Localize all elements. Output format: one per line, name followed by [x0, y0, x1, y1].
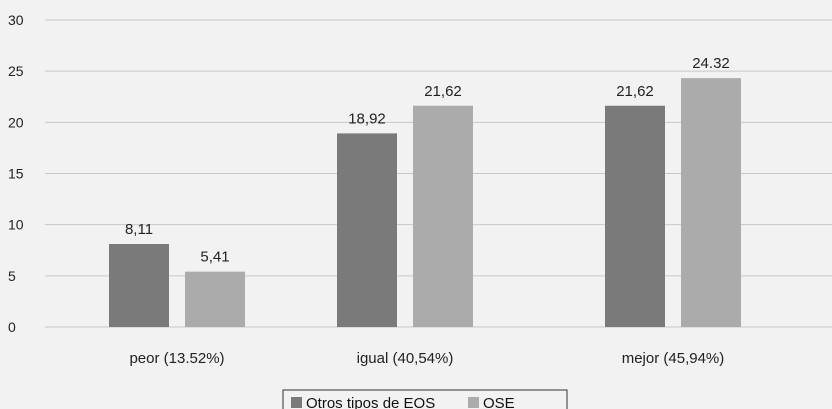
legend-swatch — [291, 397, 302, 408]
data-label: 21,62 — [424, 83, 462, 100]
category-label: peor (13.52%) — [129, 350, 224, 367]
y-tick-label: 0 — [8, 319, 16, 335]
legend-box — [282, 389, 568, 409]
legend: Otros tipos de EOS OSE — [282, 389, 568, 409]
bar-ose-2 — [681, 78, 741, 327]
bar-otros-0 — [109, 244, 169, 327]
y-tick-label: 5 — [8, 268, 16, 284]
bar-otros-2 — [605, 105, 665, 327]
data-label: 18,92 — [348, 110, 386, 127]
data-labels: 8,11 5,41 18,92 21,62 21,62 24.32 — [125, 55, 730, 266]
y-tick-label: 25 — [8, 63, 24, 79]
y-axis-ticks: 0 5 10 15 20 25 30 — [8, 12, 24, 335]
bar-ose-1 — [413, 105, 473, 327]
legend-swatch — [468, 397, 479, 408]
bar-otros-1 — [337, 133, 397, 327]
bars — [109, 78, 741, 327]
category-label: igual (40,54%) — [357, 350, 454, 367]
data-label: 5,41 — [200, 249, 229, 266]
y-tick-label: 20 — [8, 114, 24, 130]
data-label: 21,62 — [616, 83, 654, 100]
legend-label: Otros tipos de EOS — [306, 395, 435, 409]
bar-ose-0 — [185, 271, 245, 327]
legend-label: OSE — [483, 395, 515, 409]
category-label: mejor (45,94%) — [622, 350, 725, 367]
y-tick-label: 15 — [8, 166, 24, 182]
y-tick-label: 10 — [8, 217, 24, 233]
y-tick-label: 30 — [8, 12, 24, 28]
data-label: 24.32 — [692, 55, 730, 72]
category-labels: peor (13.52%) igual (40,54%) mejor (45,94%… — [129, 350, 724, 367]
data-label: 8,11 — [125, 221, 153, 238]
